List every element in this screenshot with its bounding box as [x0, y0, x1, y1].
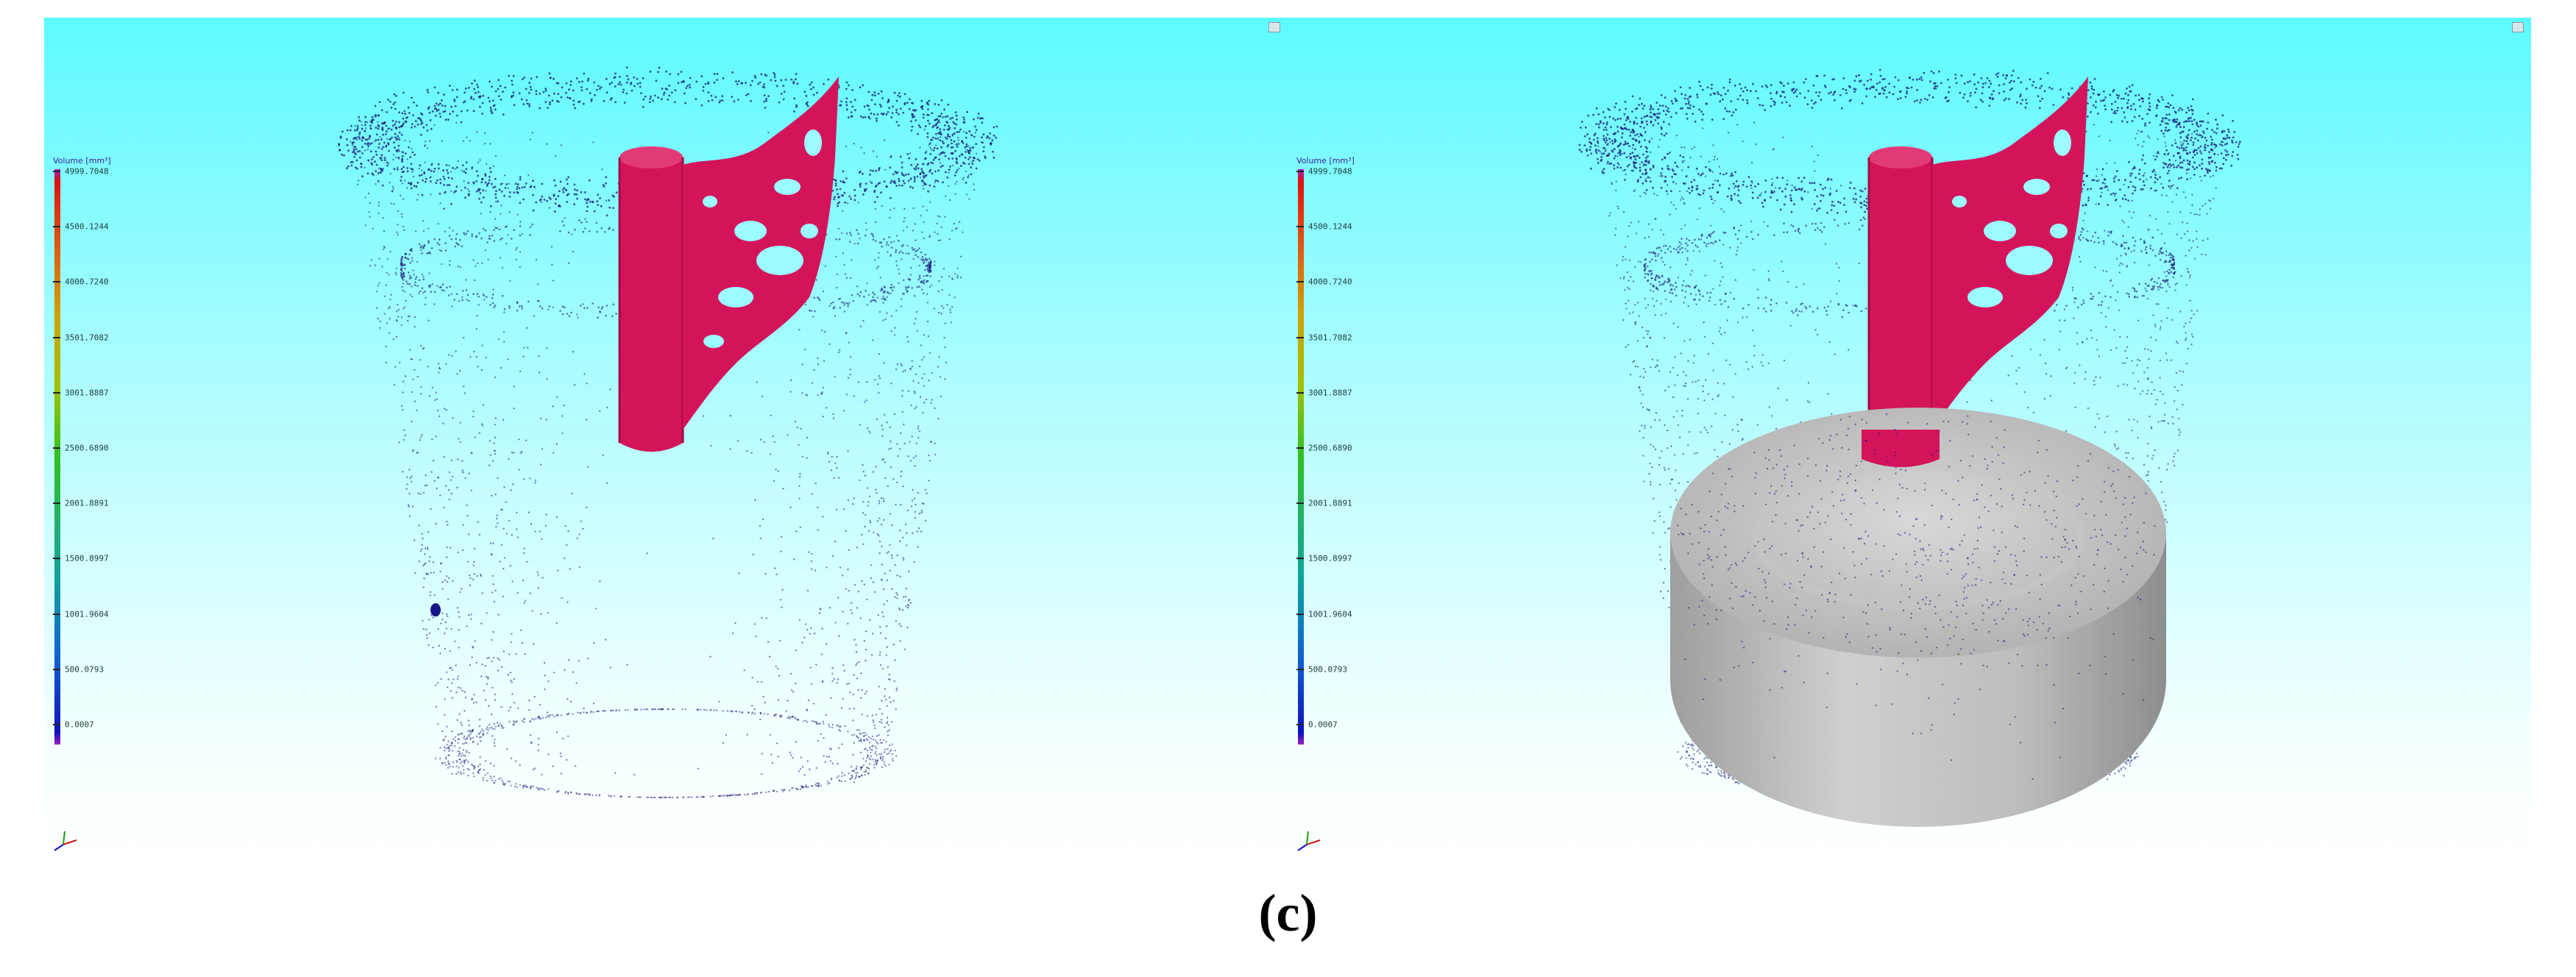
legend-tick — [1296, 724, 1304, 725]
scene-left — [338, 66, 998, 799]
viewport-right[interactable]: Volume [mm³] 4999.7048 4500.1244 4000.7240… — [1288, 18, 2531, 864]
legend-tick-label: 500.0793 — [65, 664, 104, 675]
legend-tick — [1296, 226, 1304, 228]
legend-tick-label: 1001.9604 — [1308, 609, 1352, 619]
legend-tick — [1296, 502, 1304, 505]
legend-tick — [53, 281, 60, 283]
legend-tick-label: 4000.7240 — [1308, 277, 1352, 287]
legend-tick — [1296, 613, 1304, 615]
legend-tick-label: 3001.8887 — [65, 388, 109, 398]
riser-cylinder-left — [618, 146, 684, 452]
point-cloud-left — [338, 66, 998, 799]
legend-tick-label: 500.0793 — [1308, 664, 1347, 675]
legend-tick-label: 4000.7240 — [65, 277, 109, 287]
scene-right — [1578, 68, 2241, 827]
legend-tick-label: 4999.7048 — [65, 166, 109, 177]
legend-tick — [1296, 447, 1304, 449]
legend-tick-label: 3001.8887 — [1308, 388, 1352, 398]
legend-tick-label: 4500.1244 — [1308, 221, 1352, 232]
legend-tick — [1296, 336, 1304, 338]
legend-title: Volume [mm³] — [53, 156, 111, 166]
legend-tick — [53, 502, 60, 505]
legend-tick-label: 2001.8891 — [1308, 498, 1352, 508]
legend-tick — [1296, 558, 1304, 560]
legend-tick — [53, 613, 60, 615]
color-legend-right: Volume [mm³] 4999.7048 4500.1244 4000.7240… — [1296, 156, 1392, 761]
window-restore-icon[interactable] — [2512, 22, 2524, 32]
legend-tick — [53, 447, 60, 449]
legend-tick-label: 1001.9604 — [65, 609, 109, 619]
legend-tick-label: 0.0007 — [1308, 720, 1338, 730]
legend-tick — [53, 226, 60, 228]
legend-tick — [1296, 391, 1304, 394]
axis-triad-icon — [1297, 831, 1321, 851]
legend-tick-label: 2001.8891 — [65, 498, 109, 508]
legend-tick-label: 0.0007 — [65, 720, 94, 730]
legend-tick-label: 2500.6890 — [65, 443, 109, 453]
legend-tick — [53, 668, 60, 670]
porosity-cluster-left — [683, 77, 839, 430]
legend-tick — [53, 558, 60, 560]
axis-triad-icon — [54, 831, 77, 851]
legend-tick-label: 4500.1244 — [65, 221, 109, 232]
riser-cylinder-right — [1867, 146, 1934, 452]
legend-tick — [1296, 668, 1304, 670]
legend-tick — [53, 724, 60, 725]
legend-title: Volume [mm³] — [1296, 156, 1355, 166]
legend-tick — [53, 171, 60, 172]
viewport-left[interactable]: Volume [mm³] 4999.7048 4500.1244 4000.7240… — [44, 18, 1288, 864]
legend-tick-label: 4999.7048 — [1308, 166, 1352, 177]
disc-surface-points — [1677, 413, 2156, 781]
figure-caption: (c) — [1258, 884, 1318, 942]
color-legend-left: Volume [mm³] 4999.7048 4500.1244 4000.7240… — [53, 156, 149, 761]
defect-blob — [430, 603, 441, 617]
legend-tick — [1296, 171, 1304, 172]
legend-tick-label: 1500.8997 — [1308, 553, 1352, 564]
legend-tick — [53, 391, 60, 394]
cast-disc — [1670, 408, 2166, 827]
legend-tick — [1296, 281, 1304, 283]
legend-color-bar — [1298, 169, 1304, 745]
porosity-cluster-right — [1932, 77, 2088, 430]
legend-color-bar — [54, 169, 60, 745]
legend-tick-label: 3501.7082 — [1308, 333, 1352, 343]
window-restore-icon[interactable] — [1269, 22, 1280, 32]
legend-tick-label: 1500.8997 — [65, 553, 109, 564]
legend-tick — [53, 336, 60, 338]
legend-tick-label: 2500.6890 — [1308, 443, 1352, 453]
legend-tick-label: 3501.7082 — [65, 333, 109, 343]
